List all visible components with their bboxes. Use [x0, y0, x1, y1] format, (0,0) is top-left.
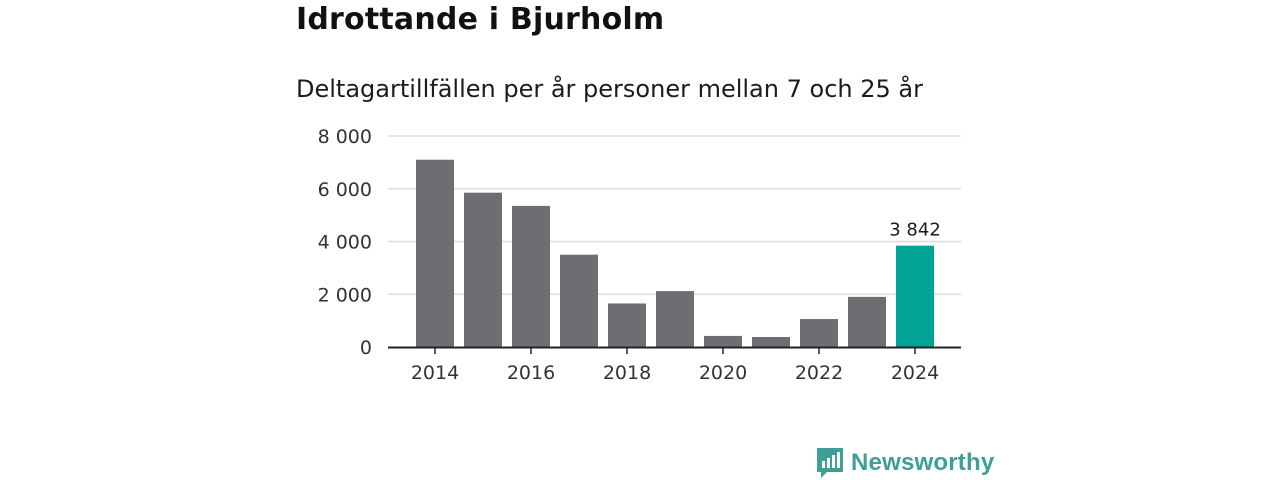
brand-logo: Newsworthy — [815, 446, 994, 480]
y-tick-label: 2 000 — [318, 284, 372, 306]
brand-name: Newsworthy — [851, 449, 995, 476]
x-tick-label: 2018 — [603, 362, 651, 384]
data-label: 3 842 — [889, 220, 941, 241]
bar — [800, 319, 838, 347]
bar — [656, 291, 694, 347]
bar — [608, 303, 646, 347]
newsworthy-logo-icon — [817, 448, 843, 478]
bar-chart: 0 2 000 4 000 6 000 8 000 2014 2016 2018 2020 202… — [318, 126, 961, 384]
x-tick-label: 2016 — [507, 362, 555, 384]
x-tick-label: 2014 — [411, 362, 459, 384]
bar — [848, 296, 886, 347]
chart-title: Idrottande i Bjurholm — [296, 2, 665, 37]
bar — [896, 245, 934, 347]
bar — [464, 192, 502, 347]
y-tick-label: 6 000 — [318, 179, 372, 201]
y-tick-label: 8 000 — [318, 126, 372, 148]
bar — [752, 336, 790, 347]
y-tick-label: 0 — [360, 337, 372, 359]
x-tick-label: 2022 — [795, 362, 843, 384]
y-tick-label: 4 000 — [318, 232, 372, 254]
bar — [416, 159, 454, 347]
x-tick-label: 2020 — [699, 362, 747, 384]
bar — [512, 205, 550, 347]
bar — [560, 254, 598, 347]
x-tick-label: 2024 — [891, 362, 939, 384]
chart-subtitle: Deltagartillfällen per år personer mella… — [296, 75, 923, 103]
bar — [704, 335, 742, 347]
